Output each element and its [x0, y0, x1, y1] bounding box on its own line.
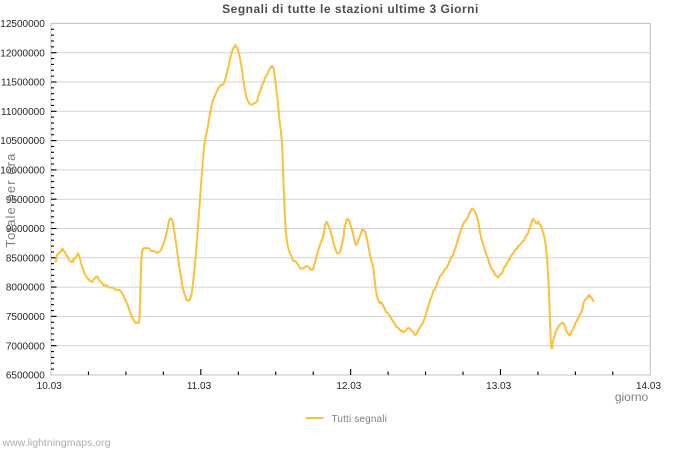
svg-text:12500000: 12500000 [0, 19, 45, 30]
svg-text:Segnali di tutte le stazioni u: Segnali di tutte le stazioni ultime 3 Gi… [222, 2, 479, 16]
svg-text:13.03: 13.03 [486, 381, 511, 392]
svg-text:7500000: 7500000 [6, 312, 45, 323]
svg-text:8500000: 8500000 [6, 253, 45, 264]
svg-text:giorno: giorno [615, 390, 649, 404]
svg-text:www.lightningmaps.org: www.lightningmaps.org [2, 437, 111, 449]
svg-text:10000000: 10000000 [0, 166, 45, 177]
svg-text:9500000: 9500000 [6, 195, 45, 206]
svg-text:6500000: 6500000 [6, 371, 45, 382]
svg-text:14.03: 14.03 [636, 381, 661, 392]
svg-text:12.03: 12.03 [336, 381, 361, 392]
svg-text:11.03: 11.03 [187, 381, 212, 392]
svg-text:7000000: 7000000 [6, 341, 45, 352]
svg-text:10.03: 10.03 [37, 381, 62, 392]
svg-text:10500000: 10500000 [0, 136, 45, 147]
svg-text:12000000: 12000000 [0, 48, 45, 59]
svg-text:11500000: 11500000 [1, 78, 45, 89]
svg-text:9000000: 9000000 [6, 224, 45, 235]
svg-text:8000000: 8000000 [6, 283, 45, 294]
svg-text:Totale per ora: Totale per ora [3, 153, 18, 248]
svg-text:Tutti segnali: Tutti segnali [332, 414, 388, 425]
svg-text:11000000: 11000000 [1, 107, 45, 118]
